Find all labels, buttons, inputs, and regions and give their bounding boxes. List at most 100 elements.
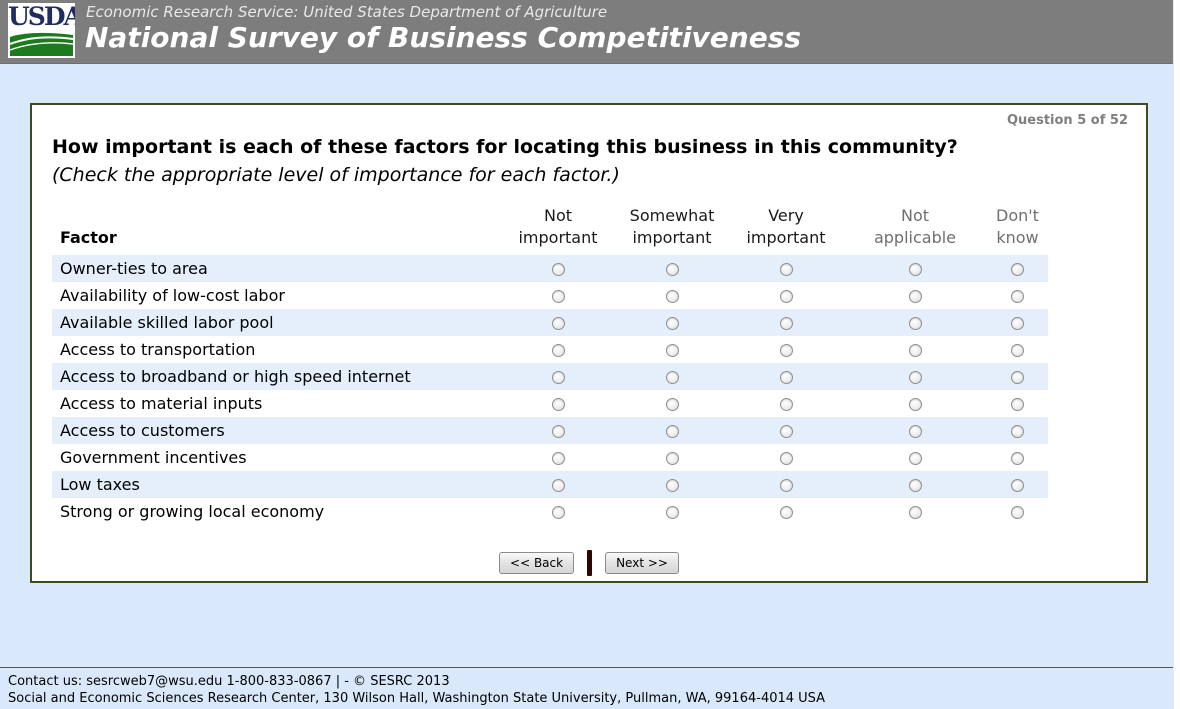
radio-cell <box>987 309 1048 336</box>
radio-access-to-transportation-not-important[interactable] <box>551 344 565 357</box>
radio-strong-or-growing-local-economy-somewhat-important[interactable] <box>665 506 679 519</box>
radio-access-to-broadband-or-high-speed-internet-very-important[interactable] <box>779 371 793 384</box>
footer-contact-line: Contact us: sesrcweb7@wsu.edu 1-800-833-… <box>8 674 450 689</box>
table-row: Owner-ties to area <box>52 255 1048 282</box>
radio-access-to-customers-not-applicable[interactable] <box>908 425 922 438</box>
radio-availability-of-low-cost-labor-not-applicable[interactable] <box>908 290 922 303</box>
radio-available-skilled-labor-pool-don-t-know[interactable] <box>1011 317 1024 330</box>
radio-access-to-customers-somewhat-important[interactable] <box>665 425 679 438</box>
radio-cell <box>843 498 987 525</box>
radio-cell <box>615 471 729 498</box>
radio-strong-or-growing-local-economy-not-applicable[interactable] <box>908 506 922 519</box>
radio-cell <box>843 336 987 363</box>
radio-access-to-material-inputs-very-important[interactable] <box>779 398 793 411</box>
radio-cell <box>987 282 1048 309</box>
radio-access-to-transportation-don-t-know[interactable] <box>1011 344 1024 357</box>
radio-low-taxes-somewhat-important[interactable] <box>665 479 679 492</box>
radio-available-skilled-labor-pool-not-important[interactable] <box>551 317 565 330</box>
question-text: How important is each of these factors f… <box>52 133 1012 189</box>
column-header-don-t-know: Don't know <box>996 206 1039 247</box>
radio-cell <box>987 471 1048 498</box>
footer-address-line: Social and Economic Sciences Research Ce… <box>8 691 826 706</box>
radio-access-to-broadband-or-high-speed-internet-not-important[interactable] <box>551 371 565 384</box>
radio-access-to-broadband-or-high-speed-internet-not-applicable[interactable] <box>908 371 922 384</box>
radio-cell <box>843 444 987 471</box>
factor-label: Access to customers <box>60 421 225 440</box>
radio-low-taxes-very-important[interactable] <box>779 479 793 492</box>
radio-owner-ties-to-area-not-applicable[interactable] <box>908 263 922 276</box>
radio-cell <box>729 363 843 390</box>
radio-strong-or-growing-local-economy-very-important[interactable] <box>779 506 793 519</box>
table-row: Government incentives <box>52 444 1048 471</box>
radio-cell <box>501 336 615 363</box>
radio-government-incentives-don-t-know[interactable] <box>1011 452 1024 465</box>
table-header-row: Factor Not important Somewhat important Ve… <box>52 205 1048 255</box>
radio-strong-or-growing-local-economy-not-important[interactable] <box>551 506 565 519</box>
radio-owner-ties-to-area-not-important[interactable] <box>551 263 565 276</box>
radio-access-to-transportation-not-applicable[interactable] <box>908 344 922 357</box>
radio-government-incentives-not-important[interactable] <box>551 452 565 465</box>
radio-cell <box>843 309 987 336</box>
radio-cell <box>501 255 615 282</box>
radio-government-incentives-very-important[interactable] <box>779 452 793 465</box>
radio-cell <box>843 390 987 417</box>
radio-access-to-material-inputs-don-t-know[interactable] <box>1011 398 1024 411</box>
radio-access-to-broadband-or-high-speed-internet-don-t-know[interactable] <box>1011 371 1024 384</box>
radio-available-skilled-labor-pool-somewhat-important[interactable] <box>665 317 679 330</box>
radio-cell <box>987 255 1048 282</box>
app-header: USDA Economic Research Service: United S… <box>0 0 1180 64</box>
radio-owner-ties-to-area-very-important[interactable] <box>779 263 793 276</box>
column-header-not-applicable: Not applicable <box>873 206 957 247</box>
question-prompt: How important is each of these factors f… <box>52 136 958 158</box>
radio-availability-of-low-cost-labor-somewhat-important[interactable] <box>665 290 679 303</box>
question-counter: Question 5 of 52 <box>1006 113 1128 128</box>
back-button[interactable]: << Back <box>499 552 575 574</box>
table-row: Low taxes <box>52 471 1048 498</box>
table-row: Access to customers <box>52 417 1048 444</box>
usda-logo-swoosh <box>10 32 73 56</box>
usda-logo: USDA <box>8 3 75 58</box>
radio-cell <box>843 363 987 390</box>
radio-strong-or-growing-local-economy-don-t-know[interactable] <box>1011 506 1024 519</box>
radio-cell <box>843 417 987 444</box>
factor-label: Owner-ties to area <box>60 259 208 278</box>
factor-label: Government incentives <box>60 448 247 467</box>
radio-cell <box>729 336 843 363</box>
question-instruction: (Check the appropriate level of importan… <box>52 164 620 186</box>
radio-availability-of-low-cost-labor-not-important[interactable] <box>551 290 565 303</box>
radio-low-taxes-not-applicable[interactable] <box>908 479 922 492</box>
radio-access-to-material-inputs-not-important[interactable] <box>551 398 565 411</box>
radio-cell <box>843 255 987 282</box>
radio-access-to-transportation-somewhat-important[interactable] <box>665 344 679 357</box>
radio-owner-ties-to-area-somewhat-important[interactable] <box>665 263 679 276</box>
radio-cell <box>501 363 615 390</box>
radio-access-to-material-inputs-not-applicable[interactable] <box>908 398 922 411</box>
factor-label: Strong or growing local economy <box>60 502 325 521</box>
radio-access-to-customers-very-important[interactable] <box>779 425 793 438</box>
radio-cell <box>615 444 729 471</box>
radio-access-to-customers-not-important[interactable] <box>551 425 565 438</box>
next-button[interactable]: Next >> <box>605 552 679 574</box>
radio-availability-of-low-cost-labor-don-t-know[interactable] <box>1011 290 1024 303</box>
factor-label: Access to material inputs <box>60 394 263 413</box>
table-row: Strong or growing local economy <box>52 498 1048 525</box>
radio-government-incentives-not-applicable[interactable] <box>908 452 922 465</box>
radio-access-to-broadband-or-high-speed-internet-somewhat-important[interactable] <box>665 371 679 384</box>
radio-cell <box>729 390 843 417</box>
radio-access-to-material-inputs-somewhat-important[interactable] <box>665 398 679 411</box>
radio-low-taxes-not-important[interactable] <box>551 479 565 492</box>
radio-availability-of-low-cost-labor-very-important[interactable] <box>779 290 793 303</box>
radio-low-taxes-don-t-know[interactable] <box>1011 479 1024 492</box>
radio-cell <box>501 417 615 444</box>
radio-government-incentives-somewhat-important[interactable] <box>665 452 679 465</box>
radio-access-to-customers-don-t-know[interactable] <box>1011 425 1024 438</box>
radio-access-to-transportation-very-important[interactable] <box>779 344 793 357</box>
radio-cell <box>615 390 729 417</box>
table-row: Access to broadband or high speed intern… <box>52 363 1048 390</box>
radio-owner-ties-to-area-don-t-know[interactable] <box>1011 263 1024 276</box>
radio-cell <box>501 471 615 498</box>
radio-available-skilled-labor-pool-not-applicable[interactable] <box>908 317 922 330</box>
radio-available-skilled-labor-pool-very-important[interactable] <box>779 317 793 330</box>
radio-cell <box>987 417 1048 444</box>
radio-cell <box>501 282 615 309</box>
